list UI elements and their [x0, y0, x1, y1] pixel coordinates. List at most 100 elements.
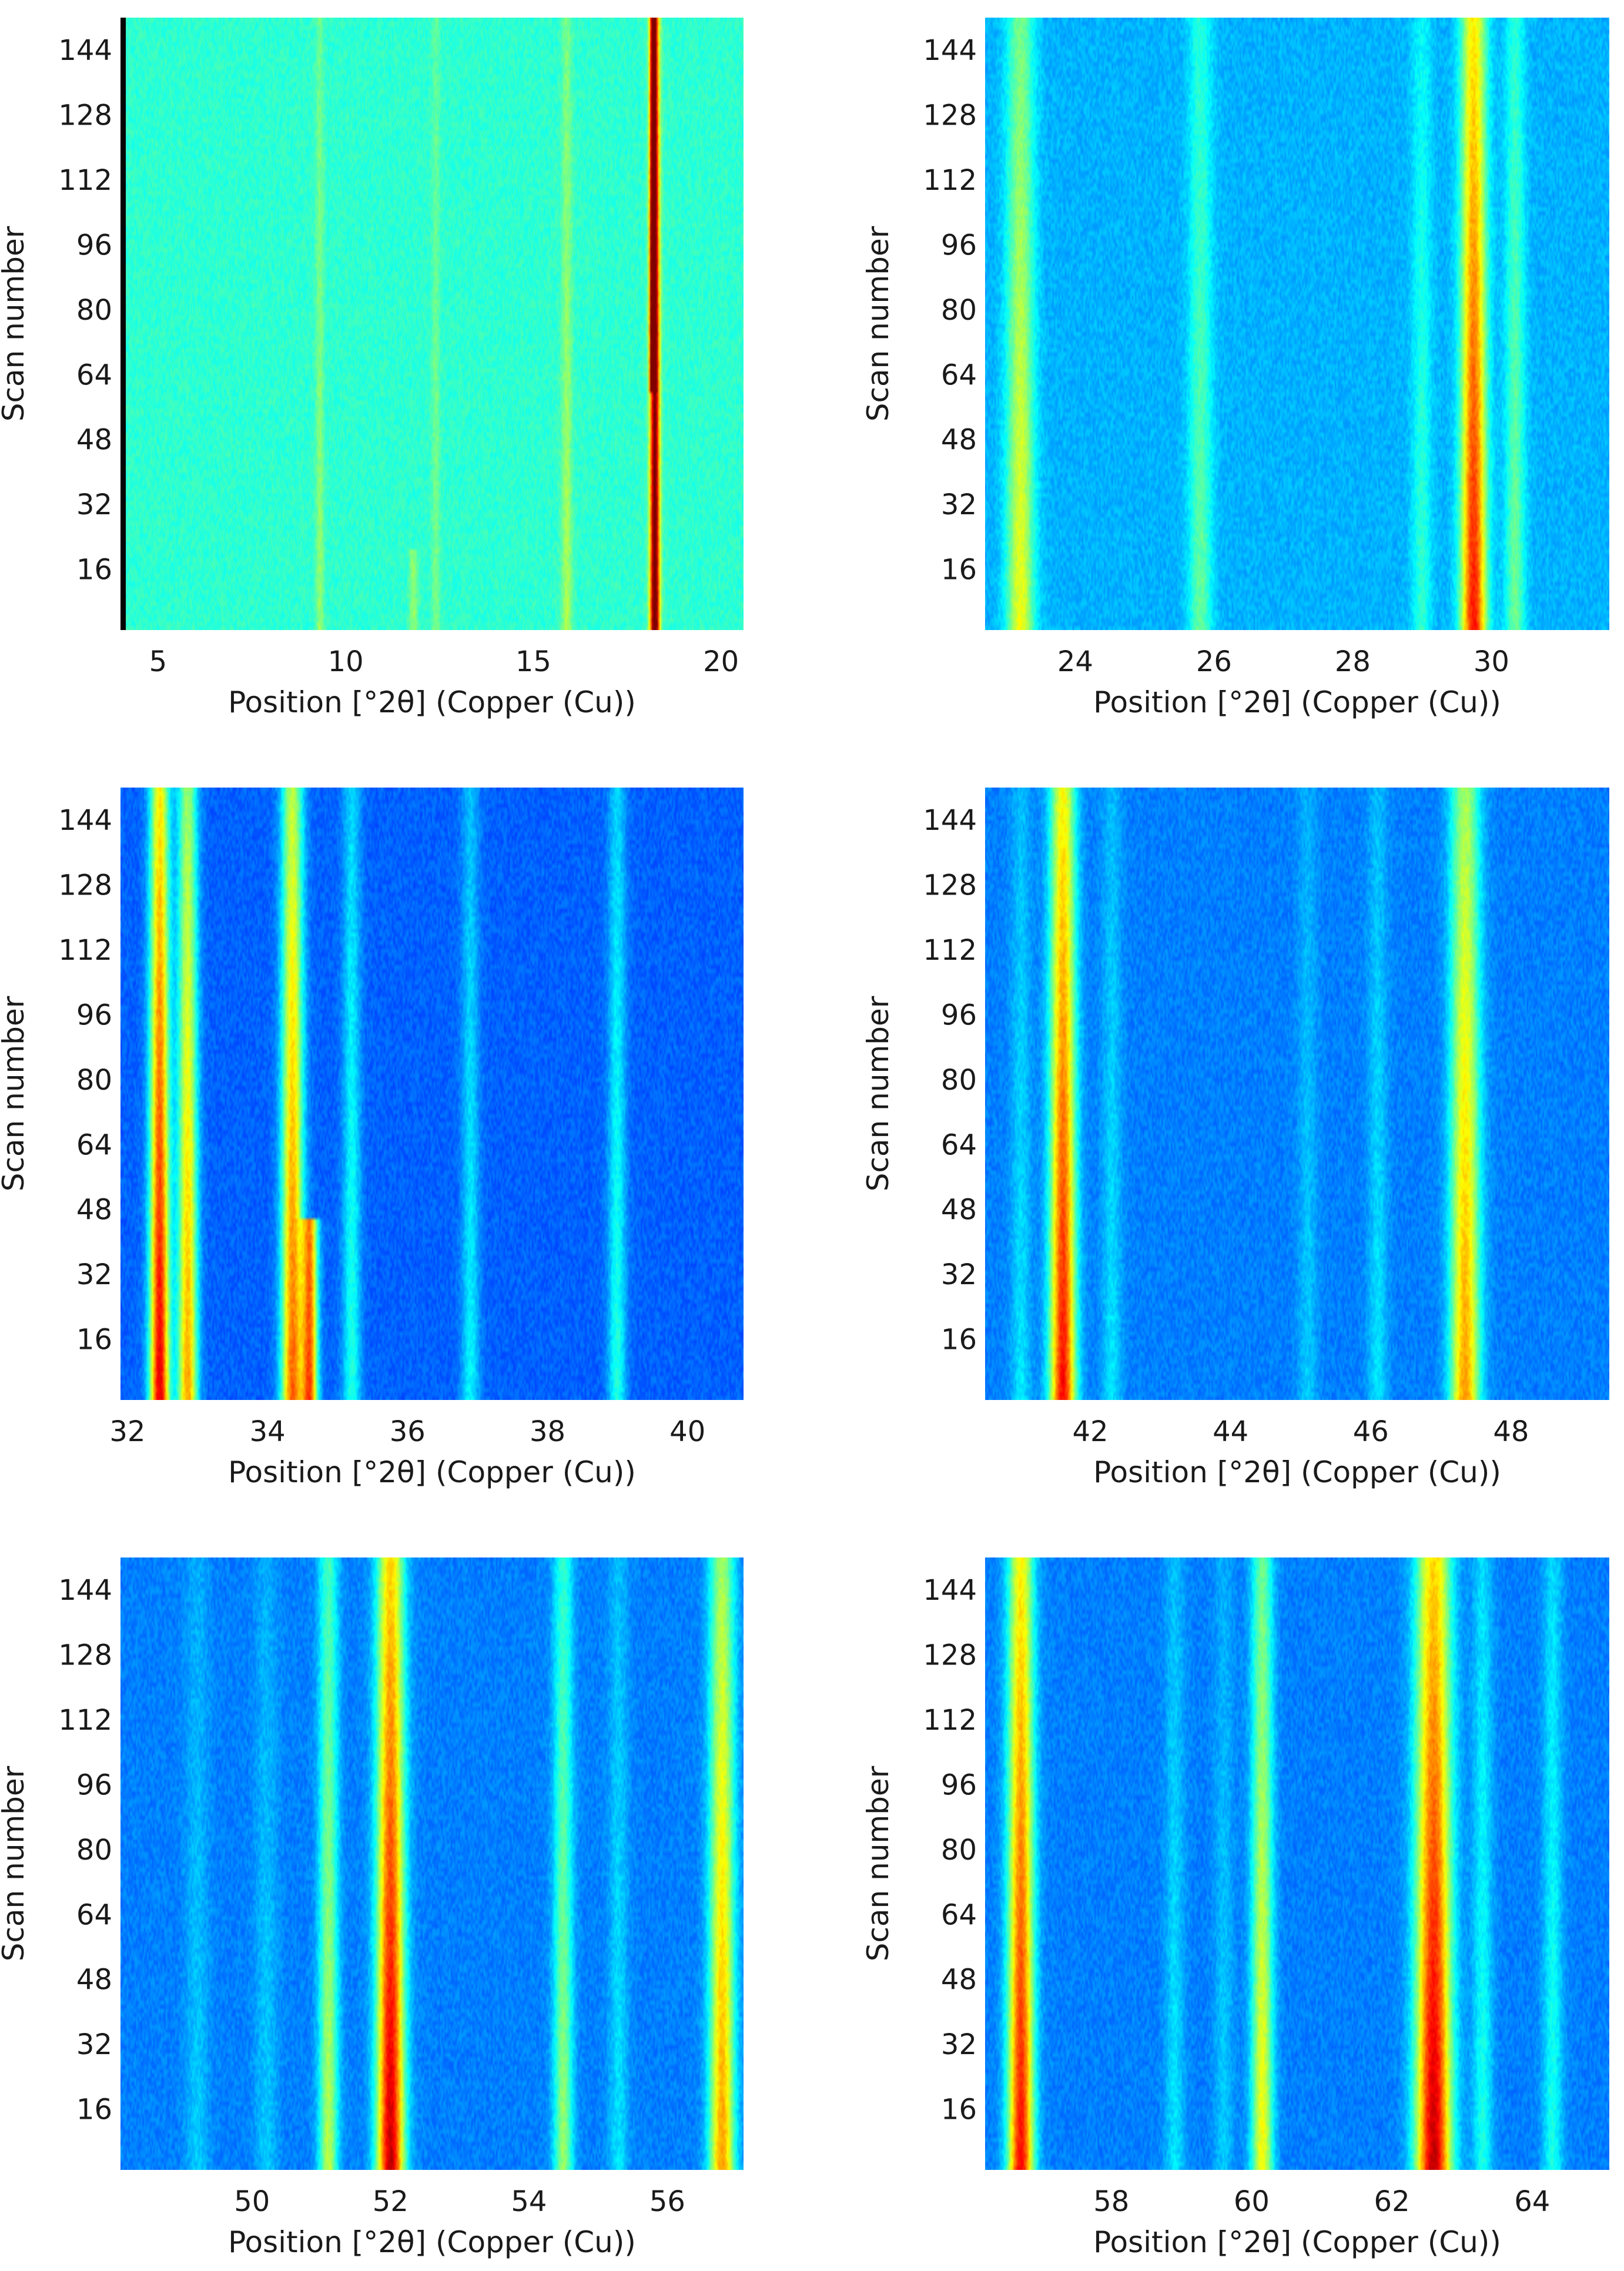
y-tick-label: 112 [923, 1704, 977, 1737]
y-tick-label: 16 [76, 553, 112, 586]
x-ticks: 50 52 54 56 [234, 2185, 685, 2218]
y-tick-label: 16 [941, 2093, 977, 2126]
y-tick-label: 64 [76, 1898, 112, 1931]
x-tick-label: 28 [1335, 645, 1371, 678]
heatmap-image [120, 788, 744, 1400]
heatmap-image [985, 18, 1609, 630]
heatmap-panel-4: 16 32 48 64 80 96 112 128 144 42 44 46 48 Position [°… [861, 788, 1609, 1489]
y-tick-label: 16 [76, 2093, 112, 2126]
y-tick-label: 64 [941, 1128, 977, 1161]
heatmap-panel-2: 16 32 48 64 80 96 112 128 144 24 26 28 30 Position [°… [861, 18, 1609, 719]
x-tick-label: 56 [649, 2185, 685, 2218]
y-tick-label: 48 [76, 424, 112, 457]
heatmap-panel-1: 16 32 48 64 80 96 112 128 144 5 10 15 20 Position [°2… [0, 18, 744, 719]
y-tick-label: 32 [76, 488, 112, 521]
x-tick-label: 20 [703, 645, 739, 678]
y-tick-label: 96 [76, 999, 112, 1031]
y-tick-label: 80 [941, 1064, 977, 1097]
y-tick-label: 96 [76, 1768, 112, 1801]
y-tick-label: 64 [76, 359, 112, 391]
y-axis-label: Scan number [861, 1766, 895, 1961]
y-tick-label: 144 [923, 804, 977, 837]
y-tick-label: 144 [58, 804, 112, 837]
y-ticks: 16 32 48 64 80 96 112 128 144 [923, 34, 977, 586]
y-tick-label: 32 [76, 1258, 112, 1291]
x-tick-label: 64 [1514, 2185, 1550, 2218]
x-tick-label: 32 [109, 1415, 145, 1448]
y-tick-label: 96 [941, 999, 977, 1031]
x-ticks: 32 34 36 38 40 [109, 1415, 705, 1448]
y-tick-label: 144 [58, 34, 112, 67]
y-tick-label: 112 [58, 164, 112, 197]
y-tick-label: 16 [941, 1323, 977, 1356]
y-tick-label: 128 [58, 869, 112, 902]
x-tick-label: 60 [1234, 2185, 1270, 2218]
x-tick-label: 15 [515, 645, 551, 678]
x-tick-label: 48 [1493, 1415, 1529, 1448]
x-tick-label: 36 [390, 1415, 426, 1448]
y-tick-label: 80 [941, 294, 977, 327]
y-tick-label: 48 [76, 1194, 112, 1227]
y-tick-label: 128 [58, 99, 112, 132]
x-ticks: 58 60 62 64 [1093, 2185, 1550, 2218]
y-tick-label: 48 [941, 424, 977, 457]
y-tick-label: 32 [941, 1258, 977, 1291]
y-tick-label: 32 [76, 2028, 112, 2061]
heatmap-image [120, 18, 744, 630]
y-ticks: 16 32 48 64 80 96 112 128 144 [923, 1574, 977, 2126]
y-tick-label: 32 [941, 488, 977, 521]
y-tick-label: 48 [941, 1964, 977, 1997]
y-ticks: 16 32 48 64 80 96 112 128 144 [923, 804, 977, 1356]
y-ticks: 16 32 48 64 80 96 112 128 144 [58, 804, 112, 1356]
heatmap-panel-5: 16 32 48 64 80 96 112 128 144 50 52 54 56 Position [°… [0, 1557, 744, 2259]
y-tick-label: 128 [923, 1639, 977, 1672]
x-axis-label: Position [°2θ] (Copper (Cu)) [1093, 685, 1501, 719]
x-tick-label: 38 [530, 1415, 565, 1448]
y-tick-label: 96 [76, 229, 112, 262]
x-axis-label: Position [°2θ] (Copper (Cu)) [228, 2225, 636, 2259]
y-tick-label: 128 [923, 869, 977, 902]
y-tick-label: 32 [941, 2028, 977, 2061]
x-tick-label: 24 [1057, 645, 1093, 678]
panels-group: 16 32 48 64 80 96 112 128 144 5 10 15 20 Position [°2… [0, 18, 1609, 2259]
y-tick-label: 96 [941, 1768, 977, 1801]
x-tick-label: 52 [373, 2185, 408, 2218]
x-ticks: 42 44 46 48 [1072, 1415, 1529, 1448]
x-axis-label: Position [°2θ] (Copper (Cu)) [1093, 1455, 1501, 1489]
x-ticks: 24 26 28 30 [1057, 645, 1509, 678]
y-tick-label: 80 [76, 294, 112, 327]
heatmap-panel-6: 16 32 48 64 80 96 112 128 144 58 60 62 64 Position [°… [861, 1557, 1609, 2259]
y-ticks: 16 32 48 64 80 96 112 128 144 [58, 34, 112, 586]
x-tick-label: 42 [1072, 1415, 1108, 1448]
y-axis-label: Scan number [861, 226, 895, 421]
x-tick-label: 62 [1374, 2185, 1410, 2218]
y-tick-label: 128 [923, 99, 977, 132]
y-tick-label: 112 [58, 934, 112, 967]
x-tick-label: 5 [149, 645, 168, 678]
y-tick-label: 144 [923, 1574, 977, 1607]
y-axis-label: Scan number [861, 996, 895, 1191]
y-tick-label: 80 [76, 1834, 112, 1867]
y-axis-label: Scan number [0, 1766, 31, 1961]
left-edge-strip [120, 18, 126, 630]
x-ticks: 5 10 15 20 [149, 645, 739, 678]
y-tick-label: 112 [923, 164, 977, 197]
y-tick-label: 112 [58, 1704, 112, 1737]
x-tick-label: 34 [250, 1415, 286, 1448]
x-tick-label: 58 [1093, 2185, 1129, 2218]
y-tick-label: 80 [76, 1064, 112, 1097]
x-tick-label: 44 [1213, 1415, 1248, 1448]
x-tick-label: 40 [669, 1415, 705, 1448]
y-axis-label: Scan number [0, 996, 31, 1191]
x-tick-label: 50 [234, 2185, 270, 2218]
y-tick-label: 144 [923, 34, 977, 67]
x-tick-label: 46 [1353, 1415, 1389, 1448]
x-tick-label: 26 [1196, 645, 1232, 678]
y-tick-label: 64 [76, 1128, 112, 1161]
y-tick-label: 112 [923, 934, 977, 967]
y-tick-label: 144 [58, 1574, 112, 1607]
y-tick-label: 64 [941, 359, 977, 391]
x-axis-label: Position [°2θ] (Copper (Cu)) [228, 685, 636, 719]
y-tick-label: 64 [941, 1898, 977, 1931]
